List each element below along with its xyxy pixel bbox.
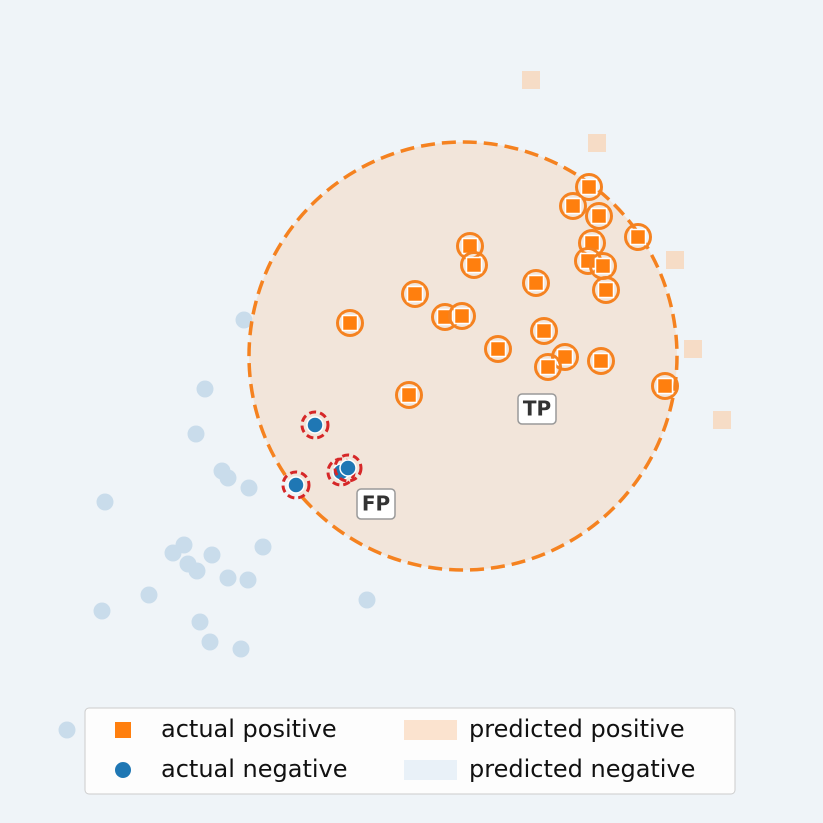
point (539, 358, 557, 376)
legend-label: actual positive (161, 715, 337, 743)
legend-marker (115, 722, 131, 738)
point (96, 493, 114, 511)
prediction-ring (484, 335, 512, 363)
prediction-ring (624, 223, 652, 251)
point (406, 285, 424, 303)
prediction-ring (460, 251, 488, 279)
decision-boundary (247, 140, 679, 572)
point (239, 571, 257, 589)
point (93, 602, 111, 620)
legend-swatch (404, 720, 457, 740)
point (527, 274, 545, 292)
point (358, 591, 376, 609)
point (341, 314, 359, 332)
prediction-ring (522, 269, 550, 297)
prediction-ring (559, 192, 587, 220)
legend-label: predicted negative (469, 755, 695, 783)
prediction-ring (534, 353, 562, 381)
point (597, 281, 615, 299)
point (713, 411, 731, 429)
point (592, 352, 610, 370)
prediction-ring (575, 173, 603, 201)
annotation: FP (362, 492, 390, 516)
point (535, 322, 553, 340)
point (232, 640, 250, 658)
point (590, 207, 608, 225)
prediction-ring (401, 280, 429, 308)
point (219, 569, 237, 587)
point (629, 228, 647, 246)
prediction-ring (281, 470, 311, 500)
point (564, 197, 582, 215)
prediction-ring (300, 410, 330, 440)
legend-label: predicted positive (469, 715, 685, 743)
point (594, 257, 612, 275)
prediction-ring (592, 276, 620, 304)
prediction-ring (651, 372, 679, 400)
legend-label: actual negative (161, 755, 348, 783)
point (219, 469, 237, 487)
point (287, 476, 305, 494)
prediction-ring (551, 343, 579, 371)
point (140, 586, 158, 604)
point (240, 479, 258, 497)
point (191, 613, 209, 631)
point (400, 386, 418, 404)
prediction-ring (336, 309, 364, 337)
point (187, 425, 205, 443)
legend: actual positive actual negative predicted … (84, 707, 736, 795)
point (203, 546, 221, 564)
annotation: TP (523, 397, 551, 421)
annotation-box (517, 393, 557, 425)
prediction-ring (587, 347, 615, 375)
point (196, 380, 214, 398)
point (666, 251, 684, 269)
prediction-ring (448, 302, 476, 330)
prediction-ring (530, 317, 558, 345)
annotation-box (356, 488, 396, 520)
prediction-ring (333, 453, 363, 483)
point (579, 252, 597, 270)
point (339, 459, 357, 477)
point (453, 307, 471, 325)
point (489, 340, 507, 358)
point (201, 633, 219, 651)
legend-marker (115, 762, 131, 778)
point (588, 134, 606, 152)
legend-box (84, 707, 736, 795)
legend-swatch (404, 760, 457, 780)
plot-area: TP FP (58, 71, 731, 739)
point (656, 377, 674, 395)
prediction-ring (395, 381, 423, 409)
point (164, 544, 182, 562)
prediction-ring (585, 202, 613, 230)
point (188, 562, 206, 580)
point (254, 538, 272, 556)
point (306, 416, 324, 434)
point (580, 178, 598, 196)
point (684, 340, 702, 358)
point (58, 721, 76, 739)
point (235, 311, 253, 329)
point (465, 256, 483, 274)
point (522, 71, 540, 89)
